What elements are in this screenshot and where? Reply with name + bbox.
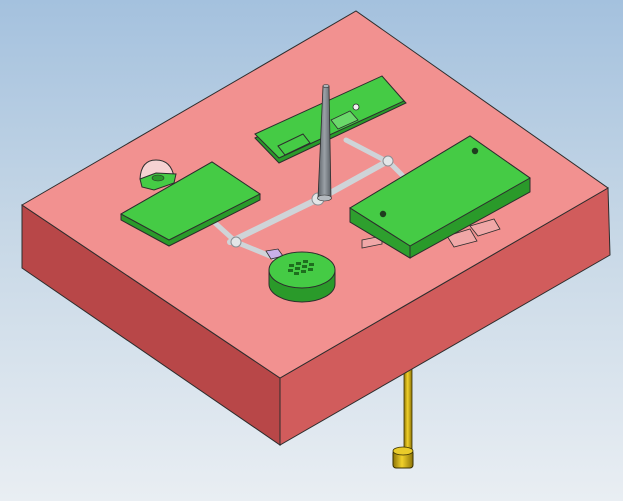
cavity-part-round[interactable] [268,251,336,303]
gate-inserts [265,218,501,260]
ejector-pin[interactable] [392,367,414,469]
vent-grid [288,260,314,275]
cavity-part-cap[interactable] [139,159,177,191]
mold-plate[interactable] [21,10,611,446]
cavity-part-left[interactable] [119,161,261,247]
sprue[interactable] [317,84,332,202]
cavity-part-right[interactable] [349,135,531,259]
